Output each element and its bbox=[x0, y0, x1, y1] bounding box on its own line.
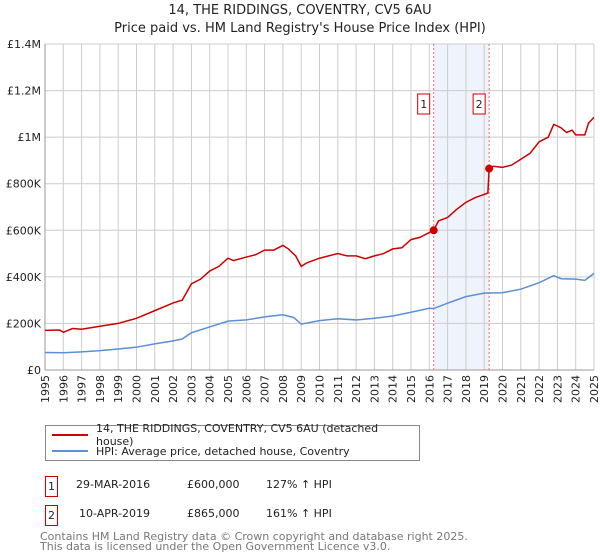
sale-point bbox=[485, 164, 494, 173]
x-tick-label: 2012 bbox=[350, 375, 363, 403]
x-tick-label: 2022 bbox=[533, 375, 546, 403]
sale-label-box bbox=[417, 93, 431, 115]
y-tick-label: £400K bbox=[6, 271, 42, 284]
x-tick-label: 2010 bbox=[314, 375, 327, 403]
x-tick-label: 2008 bbox=[277, 375, 290, 403]
sale-label-box bbox=[472, 93, 486, 115]
x-tick-label: 2007 bbox=[259, 375, 272, 403]
y-tick-label: £800K bbox=[6, 178, 42, 191]
x-tick-label: 2025 bbox=[588, 375, 600, 403]
chart-subtitle: Price paid vs. HM Land Registry's House … bbox=[114, 21, 486, 36]
sale-point bbox=[429, 226, 438, 235]
y-tick-label: £1.4M bbox=[7, 38, 41, 51]
sale-period-shade bbox=[433, 44, 490, 370]
sale-label: 2 bbox=[476, 98, 483, 111]
x-tick-label: 2002 bbox=[167, 375, 180, 403]
x-tick-label: 2000 bbox=[131, 375, 144, 403]
legend-label: 14, THE RIDDINGS, COVENTRY, CV5 6AU (det… bbox=[96, 422, 379, 448]
x-tick-label: 1996 bbox=[57, 375, 70, 403]
x-tick-label: 2013 bbox=[368, 375, 381, 403]
legend-item-property: 14, THE RIDDINGS, COVENTRY, CV5 6AU (det… bbox=[52, 422, 419, 448]
sale-hpi-1: 127% ↑ HPI bbox=[266, 478, 332, 491]
y-tick-label: £1.2M bbox=[7, 85, 41, 98]
sale-label: 1 bbox=[420, 98, 427, 111]
plot-area: 1995 1996 1997 1998 1999 2000 2001 2002 2003 2004… bbox=[6, 38, 600, 403]
x-tick-label: 1998 bbox=[94, 375, 107, 403]
y-tick-label: £0 bbox=[27, 364, 41, 377]
x-tick-label: 2016 bbox=[423, 375, 436, 403]
chart-title: 14, THE RIDDINGS, COVENTRY, CV5 6AU bbox=[168, 3, 432, 18]
x-tick-label: 2011 bbox=[332, 375, 345, 403]
legend: 14, THE RIDDINGS, COVENTRY, CV5 6AU (det… bbox=[45, 422, 420, 461]
legend-swatch-blue bbox=[52, 450, 88, 452]
x-tick-label: 1997 bbox=[76, 375, 89, 403]
legend-item-hpi: HPI: Average price, detached house, Cove… bbox=[52, 443, 350, 459]
x-tick-label: 2005 bbox=[222, 375, 235, 403]
x-tick-label: 2020 bbox=[497, 375, 510, 403]
x-tick-label: 2024 bbox=[570, 375, 583, 403]
sale-date-2: 10-APR-2019 bbox=[79, 507, 151, 520]
x-tick-label: 2009 bbox=[295, 375, 308, 403]
sale-badge-1: 1 bbox=[45, 476, 58, 497]
x-tick-label: 2023 bbox=[551, 375, 564, 403]
x-tick-label: 2015 bbox=[405, 375, 418, 403]
footer-line-1: Contains HM Land Registry data © Crown c… bbox=[40, 530, 468, 543]
sale-price-1: £600,000 bbox=[187, 478, 240, 491]
y-tick-label: £600K bbox=[6, 224, 42, 237]
x-tick-label: 2014 bbox=[387, 375, 400, 403]
sale-date-1: 29-MAR-2016 bbox=[76, 478, 151, 491]
price-paid-line bbox=[44, 116, 595, 334]
x-tick-label: 1995 bbox=[39, 375, 52, 403]
sale-badge-2: 2 bbox=[45, 505, 58, 526]
x-tick-label: 2003 bbox=[185, 375, 198, 403]
sale-price-2: £865,000 bbox=[187, 507, 240, 520]
x-tick-label: 2001 bbox=[149, 375, 162, 403]
x-tick-label: 2004 bbox=[204, 375, 217, 403]
y-tick-label: £200K bbox=[6, 317, 42, 330]
x-tick-label: 1999 bbox=[112, 375, 125, 403]
y-tick-label: £1M bbox=[18, 131, 42, 144]
hpi-line bbox=[44, 272, 595, 354]
x-tick-label: 2019 bbox=[478, 375, 491, 403]
legend-label: HPI: Average price, detached house, Cove… bbox=[96, 444, 350, 458]
x-tick-label: 2018 bbox=[460, 375, 473, 403]
x-tick-label: 2021 bbox=[515, 375, 528, 403]
x-tick-label: 2017 bbox=[442, 375, 455, 403]
x-tick-label: 2006 bbox=[240, 375, 253, 403]
legend-swatch-red bbox=[52, 434, 88, 436]
sale-hpi-2: 161% ↑ HPI bbox=[266, 507, 332, 520]
footer-line-2: This data is licensed under the Open Gov… bbox=[40, 540, 391, 553]
